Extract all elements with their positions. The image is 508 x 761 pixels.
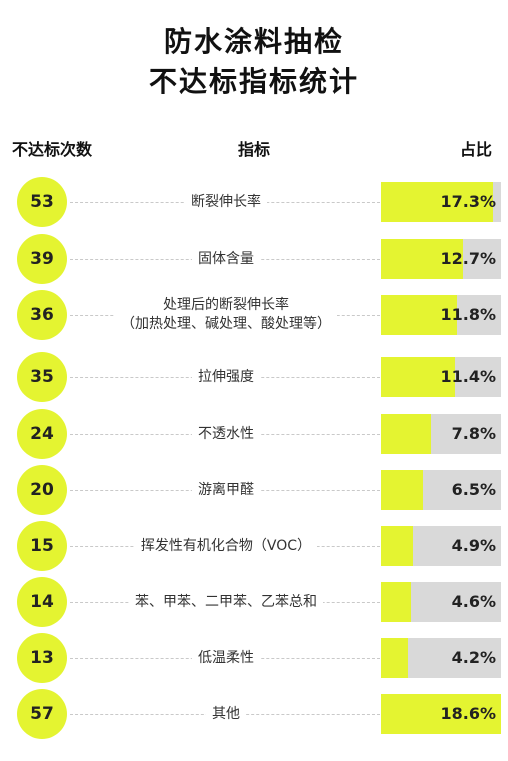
share-value-label: 17.3% <box>440 192 496 211</box>
chart-title-line1: 防水涂料抽检 <box>163 25 344 58</box>
share-bar-fill <box>381 638 409 678</box>
count-badge: 53 <box>17 177 67 227</box>
indicator-name: 挥发性有机化合物（VOC） <box>134 536 318 556</box>
count-badge: 15 <box>17 521 67 571</box>
share-value-label: 4.2% <box>451 648 496 667</box>
share-value-label: 18.6% <box>440 704 496 723</box>
indicator-name: 不透水性 <box>192 424 260 444</box>
indicator-label: 其他 <box>85 689 367 739</box>
share-bar-fill <box>381 239 463 279</box>
share-bar: 7.8% <box>381 414 501 454</box>
share-bar-fill <box>381 526 413 566</box>
share-value-label: 4.6% <box>451 592 496 611</box>
indicator-label: 低温柔性 <box>85 633 367 683</box>
share-bar-fill <box>381 295 458 335</box>
column-header-share: 占比 <box>460 140 493 159</box>
indicator-label: 挥发性有机化合物（VOC） <box>85 521 367 571</box>
share-bar-fill <box>381 694 501 734</box>
table-row: 39 固体含量 12.7% <box>0 234 508 284</box>
indicator-label: 游离甲醛 <box>85 465 367 515</box>
indicator-label: 不透水性 <box>85 409 367 459</box>
share-value-label: 7.8% <box>451 424 496 443</box>
chart-title-line2: 不达标指标统计 <box>148 65 359 98</box>
table-row: 53 断裂伸长率 17.3% <box>0 177 508 227</box>
share-bar-fill <box>381 470 423 510</box>
count-badge: 14 <box>17 577 67 627</box>
indicator-name: 拉伸强度 <box>192 367 260 387</box>
indicator-name: 处理后的断裂伸长率 <box>157 296 295 315</box>
indicator-name: 其他 <box>206 704 246 724</box>
indicator-label: 拉伸强度 <box>85 352 367 402</box>
share-value-label: 6.5% <box>451 480 496 499</box>
count-badge: 20 <box>17 465 67 515</box>
column-header-count: 不达标次数 <box>12 140 93 159</box>
share-bar: 12.7% <box>381 239 501 279</box>
table-row: 15 挥发性有机化合物（VOC） 4.9% <box>0 521 508 571</box>
share-bar: 4.9% <box>381 526 501 566</box>
table-row: 24 不透水性 7.8% <box>0 409 508 459</box>
indicator-name: 游离甲醛 <box>192 480 260 500</box>
table-row: 57 其他 18.6% <box>0 689 508 739</box>
count-badge: 35 <box>17 352 67 402</box>
share-value-label: 11.4% <box>440 367 496 386</box>
indicator-name: 低温柔性 <box>192 648 260 668</box>
indicator-name: 固体含量 <box>192 249 260 269</box>
share-bar: 11.4% <box>381 357 501 397</box>
share-bar: 4.2% <box>381 638 501 678</box>
share-value-label: 12.7% <box>440 249 496 268</box>
indicator-label: 固体含量 <box>85 234 367 284</box>
share-value-label: 4.9% <box>451 536 496 555</box>
share-bar-fill <box>381 357 455 397</box>
indicator-label: 苯、甲苯、二甲苯、乙苯总和 <box>85 577 367 627</box>
share-bar: 17.3% <box>381 182 501 222</box>
indicator-note: （加热处理、碱处理、酸处理等） <box>115 315 337 334</box>
share-bar: 4.6% <box>381 582 501 622</box>
indicator-label: 断裂伸长率 <box>85 177 367 227</box>
share-bar: 18.6% <box>381 694 501 734</box>
count-badge: 13 <box>17 633 67 683</box>
share-bar-fill <box>381 414 432 454</box>
table-row: 35 拉伸强度 11.4% <box>0 352 508 402</box>
count-badge: 57 <box>17 689 67 739</box>
table-row: 13 低温柔性 4.2% <box>0 633 508 683</box>
count-badge: 36 <box>17 290 67 340</box>
share-bar: 6.5% <box>381 470 501 510</box>
count-badge: 24 <box>17 409 67 459</box>
indicator-name: 断裂伸长率 <box>185 192 267 212</box>
share-bar: 11.8% <box>381 295 501 335</box>
table-row: 36 处理后的断裂伸长率 （加热处理、碱处理、酸处理等） 11.8% <box>0 290 508 340</box>
indicator-name: 苯、甲苯、二甲苯、乙苯总和 <box>129 592 323 612</box>
indicator-label: 处理后的断裂伸长率 （加热处理、碱处理、酸处理等） <box>85 290 367 340</box>
table-row: 14 苯、甲苯、二甲苯、乙苯总和 4.6% <box>0 577 508 627</box>
count-badge: 39 <box>17 234 67 284</box>
share-bar-fill <box>381 182 493 222</box>
share-value-label: 11.8% <box>440 305 496 324</box>
table-row: 20 游离甲醛 6.5% <box>0 465 508 515</box>
share-bar-fill <box>381 582 411 622</box>
column-header-indicator: 指标 <box>237 140 270 159</box>
